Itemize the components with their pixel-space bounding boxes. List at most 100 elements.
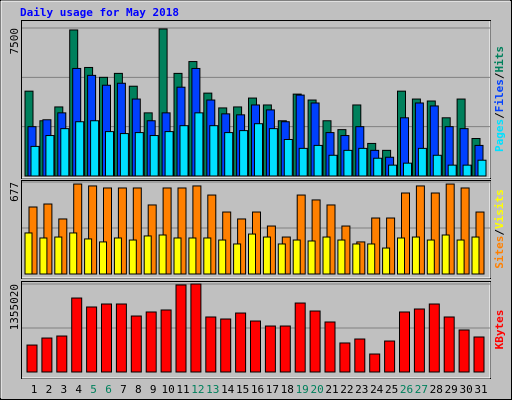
bar (294, 302, 306, 373)
bar (386, 217, 396, 275)
bar (113, 237, 122, 275)
x-tick-label: 6 (105, 383, 112, 396)
bar (343, 149, 353, 177)
x-tick-label: 21 (325, 383, 338, 396)
bar (115, 303, 127, 373)
bar (239, 130, 249, 177)
bar (101, 303, 112, 373)
bar (339, 342, 351, 373)
bar (60, 128, 70, 177)
bar (309, 310, 321, 373)
bar (224, 132, 234, 177)
bar (145, 311, 157, 373)
chart-title: Daily usage for May 2018 (20, 6, 179, 19)
bar (313, 144, 323, 177)
bar (324, 321, 336, 373)
bar (352, 243, 361, 275)
x-tick-label: 4 (75, 383, 82, 396)
x-tick-label: 28 (430, 383, 443, 396)
legend: Sites/Visits (493, 189, 506, 269)
bar (373, 157, 383, 177)
bar (279, 325, 291, 373)
bar (86, 306, 98, 373)
bar (428, 303, 440, 373)
bar (477, 159, 487, 177)
bar (69, 232, 78, 275)
x-tick-label: 10 (161, 383, 174, 396)
bar (190, 283, 202, 373)
bar (441, 234, 450, 275)
x-tick-label: 17 (266, 383, 279, 396)
x-tick-label: 31 (474, 383, 487, 396)
bar (192, 185, 202, 275)
bar (56, 335, 68, 373)
bar (194, 112, 204, 177)
x-tick-label: 11 (176, 383, 189, 396)
legend-entry: Visits (493, 189, 506, 229)
x-tick-label: 9 (150, 383, 157, 396)
legend-entry: Hits (493, 46, 506, 73)
bar (283, 138, 293, 177)
legend-entry: Pages (493, 119, 506, 152)
bar (298, 147, 308, 177)
bar (248, 233, 256, 275)
bar (235, 312, 247, 373)
bar (430, 192, 440, 275)
y-tick-label: 1355020 (8, 284, 21, 330)
legend-separator: / (493, 72, 506, 79)
bar (262, 236, 271, 275)
bar (413, 308, 425, 373)
bar (411, 236, 420, 275)
x-tick-label: 24 (370, 383, 384, 396)
bar (26, 344, 38, 373)
x-tick-label: 5 (90, 383, 97, 396)
x-tick-label: 22 (340, 383, 353, 396)
bar (177, 187, 187, 275)
x-tick-label: 13 (206, 383, 219, 396)
bar (209, 125, 219, 177)
x-tick-label: 20 (310, 383, 323, 396)
bar (462, 164, 472, 177)
bar (188, 237, 197, 275)
legend: Pages/Files/Hits (493, 46, 506, 152)
x-tick-label: 23 (355, 383, 368, 396)
bar (99, 241, 107, 275)
x-tick-label: 3 (60, 383, 67, 396)
bar (458, 329, 470, 373)
legend: KBytes (493, 310, 506, 350)
bar (443, 316, 455, 373)
bar (203, 237, 212, 275)
bar (447, 164, 457, 177)
bar (179, 125, 189, 177)
bar (128, 239, 137, 275)
bar (322, 236, 331, 275)
x-tick-label: 18 (281, 383, 294, 396)
bar (143, 235, 152, 275)
bar (296, 194, 306, 275)
bar (158, 234, 167, 275)
bar (84, 238, 93, 275)
bar (473, 336, 485, 373)
bar (220, 318, 232, 373)
bar (175, 284, 187, 373)
bar (445, 183, 455, 275)
x-tick-label: 2 (46, 383, 53, 396)
bar (417, 147, 427, 177)
bar (218, 239, 227, 275)
x-tick-label: 8 (135, 383, 142, 396)
bar (328, 154, 338, 177)
x-tick-label: 7 (120, 383, 127, 396)
bar (382, 247, 391, 275)
bar (88, 185, 98, 275)
x-tick-label: 19 (296, 383, 309, 396)
bar (399, 311, 410, 373)
bar (354, 338, 366, 373)
bar (403, 162, 412, 177)
bar (358, 147, 368, 177)
x-tick-label: 1 (31, 383, 38, 396)
bar (24, 232, 33, 275)
bar (132, 187, 142, 275)
bar (367, 243, 376, 275)
bar (105, 131, 114, 177)
